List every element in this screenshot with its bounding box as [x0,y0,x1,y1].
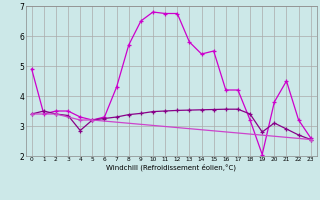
X-axis label: Windchill (Refroidissement éolien,°C): Windchill (Refroidissement éolien,°C) [106,164,236,171]
